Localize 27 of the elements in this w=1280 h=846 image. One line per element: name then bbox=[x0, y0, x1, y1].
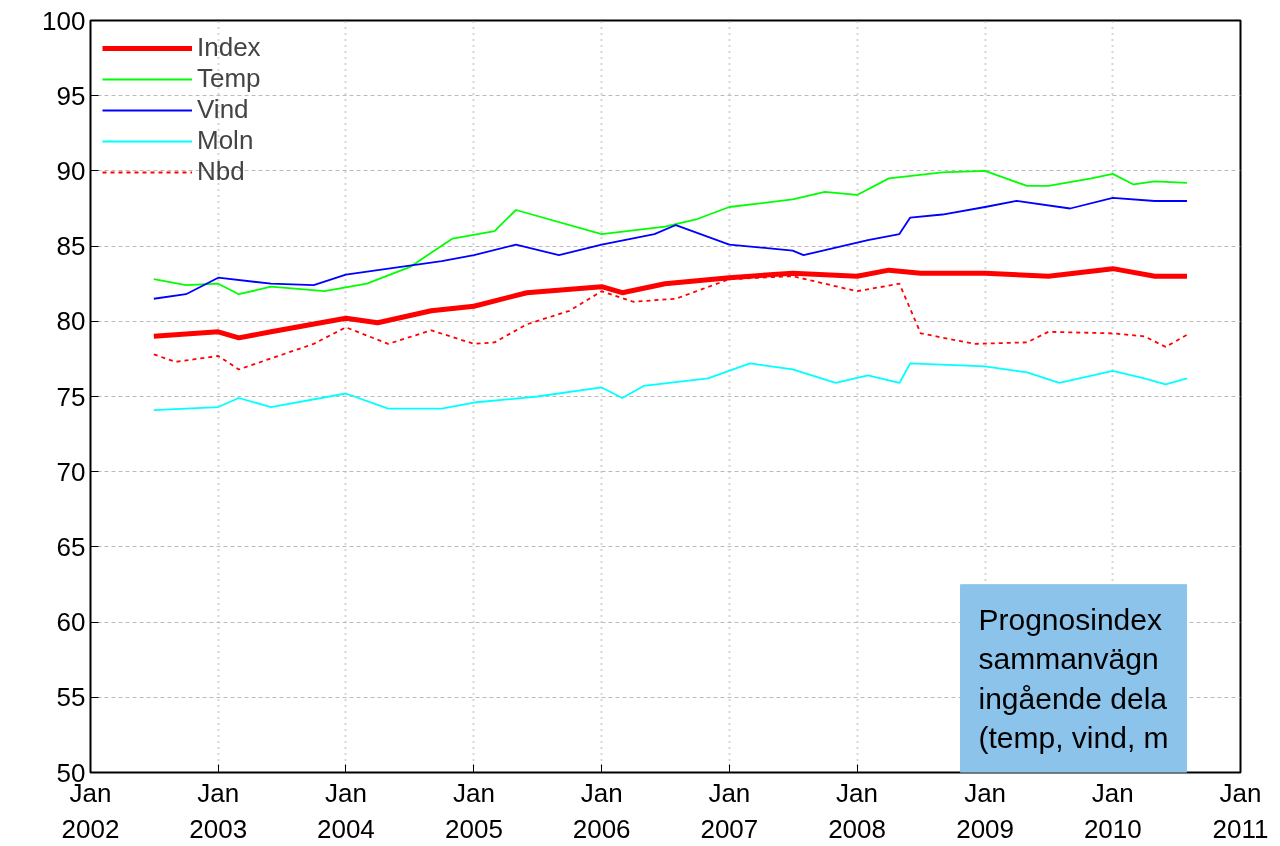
x-tick-label: Jan 2011 bbox=[1212, 777, 1269, 844]
annotation: Prognosindex sammanvägn ingående dela (temp, vind, m bbox=[978, 602, 1169, 755]
line-series bbox=[152, 197, 1188, 300]
legend-label: Vind bbox=[197, 94, 249, 125]
y-tick-label: 60 bbox=[56, 607, 86, 638]
y-tick-label: 65 bbox=[56, 531, 86, 562]
y-tick-label: 85 bbox=[56, 231, 86, 262]
x-tick-label: Jan 2004 bbox=[316, 777, 375, 844]
legend-label: Moln bbox=[197, 125, 254, 156]
x-tick-label: Jan 2007 bbox=[700, 777, 759, 844]
x-tick-label: Jan 2005 bbox=[445, 777, 503, 844]
x-tick-label: Jan 2006 bbox=[572, 777, 631, 844]
x-tick-label: Jan 2010 bbox=[1083, 777, 1142, 844]
y-tick-label: 95 bbox=[56, 80, 86, 111]
y-tick-label: 70 bbox=[56, 456, 86, 487]
x-tick-label: Jan 2009 bbox=[956, 777, 1015, 844]
y-tick-label: 80 bbox=[56, 306, 86, 337]
legend-label: Index bbox=[197, 32, 261, 63]
y-tick-label: 75 bbox=[56, 381, 86, 412]
line-series bbox=[152, 362, 1188, 411]
y-tick-label: 100 bbox=[42, 5, 86, 36]
y-tick-label: 90 bbox=[56, 155, 86, 186]
x-tick-label: Jan 2008 bbox=[828, 777, 886, 844]
legend-label: Nbd bbox=[197, 156, 245, 187]
x-tick-label: Jan 2003 bbox=[189, 777, 248, 844]
y-tick-label: 55 bbox=[56, 682, 86, 713]
legend-label: Temp bbox=[197, 63, 261, 94]
